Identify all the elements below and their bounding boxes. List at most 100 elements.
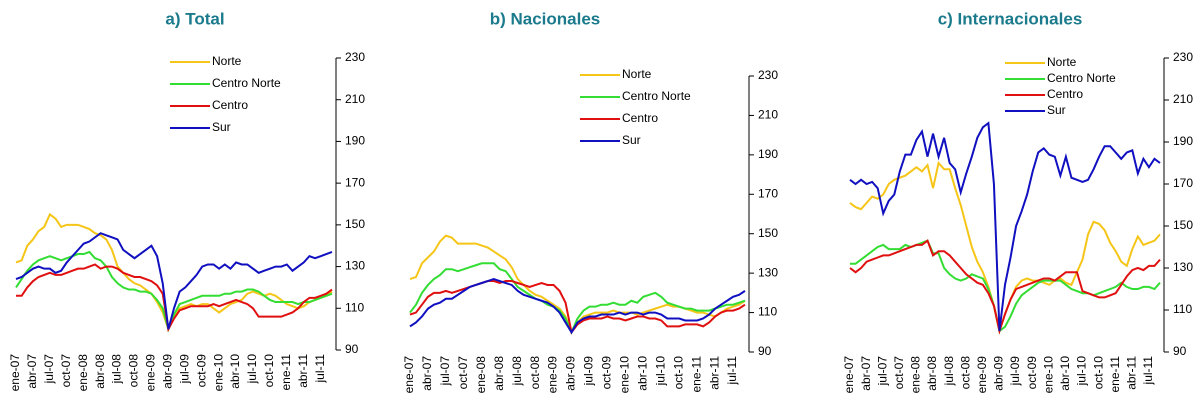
x-tick-label: jul-08 bbox=[942, 356, 956, 387]
x-tick-label: abr-07 bbox=[859, 356, 873, 391]
x-tick-label: oct-08 bbox=[127, 354, 141, 388]
series-line bbox=[16, 263, 333, 333]
y-tick-label: 210 bbox=[345, 92, 365, 106]
legend-label: Centro bbox=[212, 98, 248, 112]
x-tick-label: abr-09 bbox=[564, 356, 578, 391]
series-line bbox=[15, 250, 333, 333]
x-tick-label: jul-08 bbox=[110, 354, 124, 385]
series-line bbox=[409, 262, 746, 335]
x-tick-label: jul-09 bbox=[582, 356, 596, 387]
y-tick-label: 130 bbox=[758, 265, 778, 279]
y-tick-label: 90 bbox=[758, 344, 772, 358]
y-tick-label: 190 bbox=[1173, 134, 1193, 148]
x-tick-label: ene-07 bbox=[402, 356, 416, 394]
x-tick-label: oct-08 bbox=[958, 356, 972, 390]
x-tick-label: jul-10 bbox=[653, 356, 667, 387]
x-tick-label: ene-11 bbox=[279, 354, 293, 391]
chart-title: b) Nacionales bbox=[490, 9, 601, 28]
x-tick-label: jul-07 bbox=[42, 354, 56, 385]
x-tick-label: abr-10 bbox=[635, 356, 649, 391]
series-line bbox=[849, 121, 1161, 332]
series-line bbox=[849, 239, 1161, 335]
x-tick-label: jul-07 bbox=[438, 356, 452, 387]
chart-title: c) Internacionales bbox=[938, 9, 1083, 28]
x-tick-label: ene-09 bbox=[144, 354, 158, 392]
y-tick-label: 110 bbox=[1173, 302, 1192, 316]
y-tick-label: 190 bbox=[345, 134, 365, 148]
y-tick-label: 90 bbox=[1173, 344, 1187, 358]
x-tick-label: ene-08 bbox=[474, 356, 488, 394]
y-tick-label: 150 bbox=[1173, 218, 1193, 232]
x-tick-label: oct-10 bbox=[1091, 356, 1105, 390]
x-tick-label: abr-10 bbox=[228, 354, 242, 389]
legend-label: Norte bbox=[212, 54, 242, 68]
series-line bbox=[15, 232, 333, 330]
series-line bbox=[409, 278, 746, 335]
x-tick-label: ene-09 bbox=[546, 356, 560, 394]
y-tick-label: 150 bbox=[345, 217, 365, 231]
legend-label: Sur bbox=[212, 120, 231, 134]
y-tick-label: 110 bbox=[345, 300, 364, 314]
y-tick-label: 130 bbox=[1173, 260, 1193, 274]
x-tick-label: jul-11 bbox=[725, 356, 739, 386]
x-tick-label: oct-08 bbox=[528, 356, 542, 390]
x-tick-label: jul-07 bbox=[875, 356, 889, 387]
series-line bbox=[409, 280, 746, 335]
x-tick-label: abr-08 bbox=[492, 356, 506, 391]
x-tick-label: abr-09 bbox=[161, 354, 175, 389]
x-tick-label: oct-09 bbox=[194, 354, 208, 388]
x-tick-label: abr-07 bbox=[25, 354, 39, 389]
x-tick-label: ene-11 bbox=[689, 356, 703, 393]
x-tick-label: jul-10 bbox=[1075, 356, 1089, 387]
x-tick-label: ene-08 bbox=[909, 356, 923, 394]
x-tick-label: oct-07 bbox=[892, 356, 906, 390]
x-tick-label: abr-10 bbox=[1058, 356, 1072, 391]
legend-label: Norte bbox=[622, 67, 652, 81]
y-tick-label: 230 bbox=[345, 50, 365, 64]
y-tick-label: 170 bbox=[758, 186, 778, 200]
series-line bbox=[850, 239, 1161, 333]
legend-label: Sur bbox=[1047, 103, 1066, 117]
x-tick-label: oct-10 bbox=[671, 356, 685, 390]
x-tick-label: abr-08 bbox=[925, 356, 939, 391]
legend-label: Centro Norte bbox=[622, 89, 691, 103]
y-tick-label: 170 bbox=[345, 175, 365, 189]
x-tick-label: jul-09 bbox=[177, 354, 191, 385]
y-tick-label: 210 bbox=[1173, 92, 1193, 106]
legend-label: Norte bbox=[1047, 55, 1077, 69]
x-tick-label: abr-11 bbox=[296, 354, 310, 388]
x-tick-label: ene-07 bbox=[8, 354, 22, 392]
y-tick-label: 190 bbox=[758, 147, 778, 161]
x-tick-label: jul-10 bbox=[245, 354, 259, 385]
x-tick-label: oct-07 bbox=[59, 354, 73, 388]
x-tick-label: oct-09 bbox=[1025, 356, 1039, 390]
x-tick-label: abr-11 bbox=[1124, 356, 1138, 390]
x-tick-label: jul-08 bbox=[510, 356, 524, 387]
x-tick-label: abr-09 bbox=[992, 356, 1006, 391]
y-tick-label: 230 bbox=[1173, 50, 1193, 64]
legend-label: Centro bbox=[622, 111, 658, 125]
x-tick-label: abr-08 bbox=[93, 354, 107, 389]
y-tick-label: 150 bbox=[758, 226, 778, 240]
y-tick-label: 210 bbox=[758, 108, 778, 122]
x-tick-label: jul-11 bbox=[313, 354, 327, 384]
x-tick-label: ene-10 bbox=[618, 356, 632, 394]
y-tick-label: 110 bbox=[758, 305, 777, 319]
legend-label: Centro bbox=[1047, 87, 1083, 101]
x-tick-label: jul-09 bbox=[1008, 356, 1022, 387]
chart-title: a) Total bbox=[165, 9, 224, 28]
x-tick-label: ene-11 bbox=[1108, 356, 1122, 393]
x-tick-label: ene-10 bbox=[211, 354, 225, 392]
x-tick-label: jul-11 bbox=[1141, 356, 1155, 386]
x-tick-label: ene-09 bbox=[975, 356, 989, 394]
x-tick-label: abr-07 bbox=[420, 356, 434, 391]
y-tick-label: 230 bbox=[758, 68, 778, 82]
x-tick-label: ene-07 bbox=[842, 356, 856, 394]
x-tick-label: abr-11 bbox=[707, 356, 721, 390]
x-tick-label: oct-07 bbox=[456, 356, 470, 390]
y-tick-label: 130 bbox=[345, 259, 365, 273]
x-tick-label: ene-08 bbox=[76, 354, 90, 392]
legend-label: Centro Norte bbox=[1047, 71, 1116, 85]
y-tick-label: 170 bbox=[1173, 176, 1193, 190]
